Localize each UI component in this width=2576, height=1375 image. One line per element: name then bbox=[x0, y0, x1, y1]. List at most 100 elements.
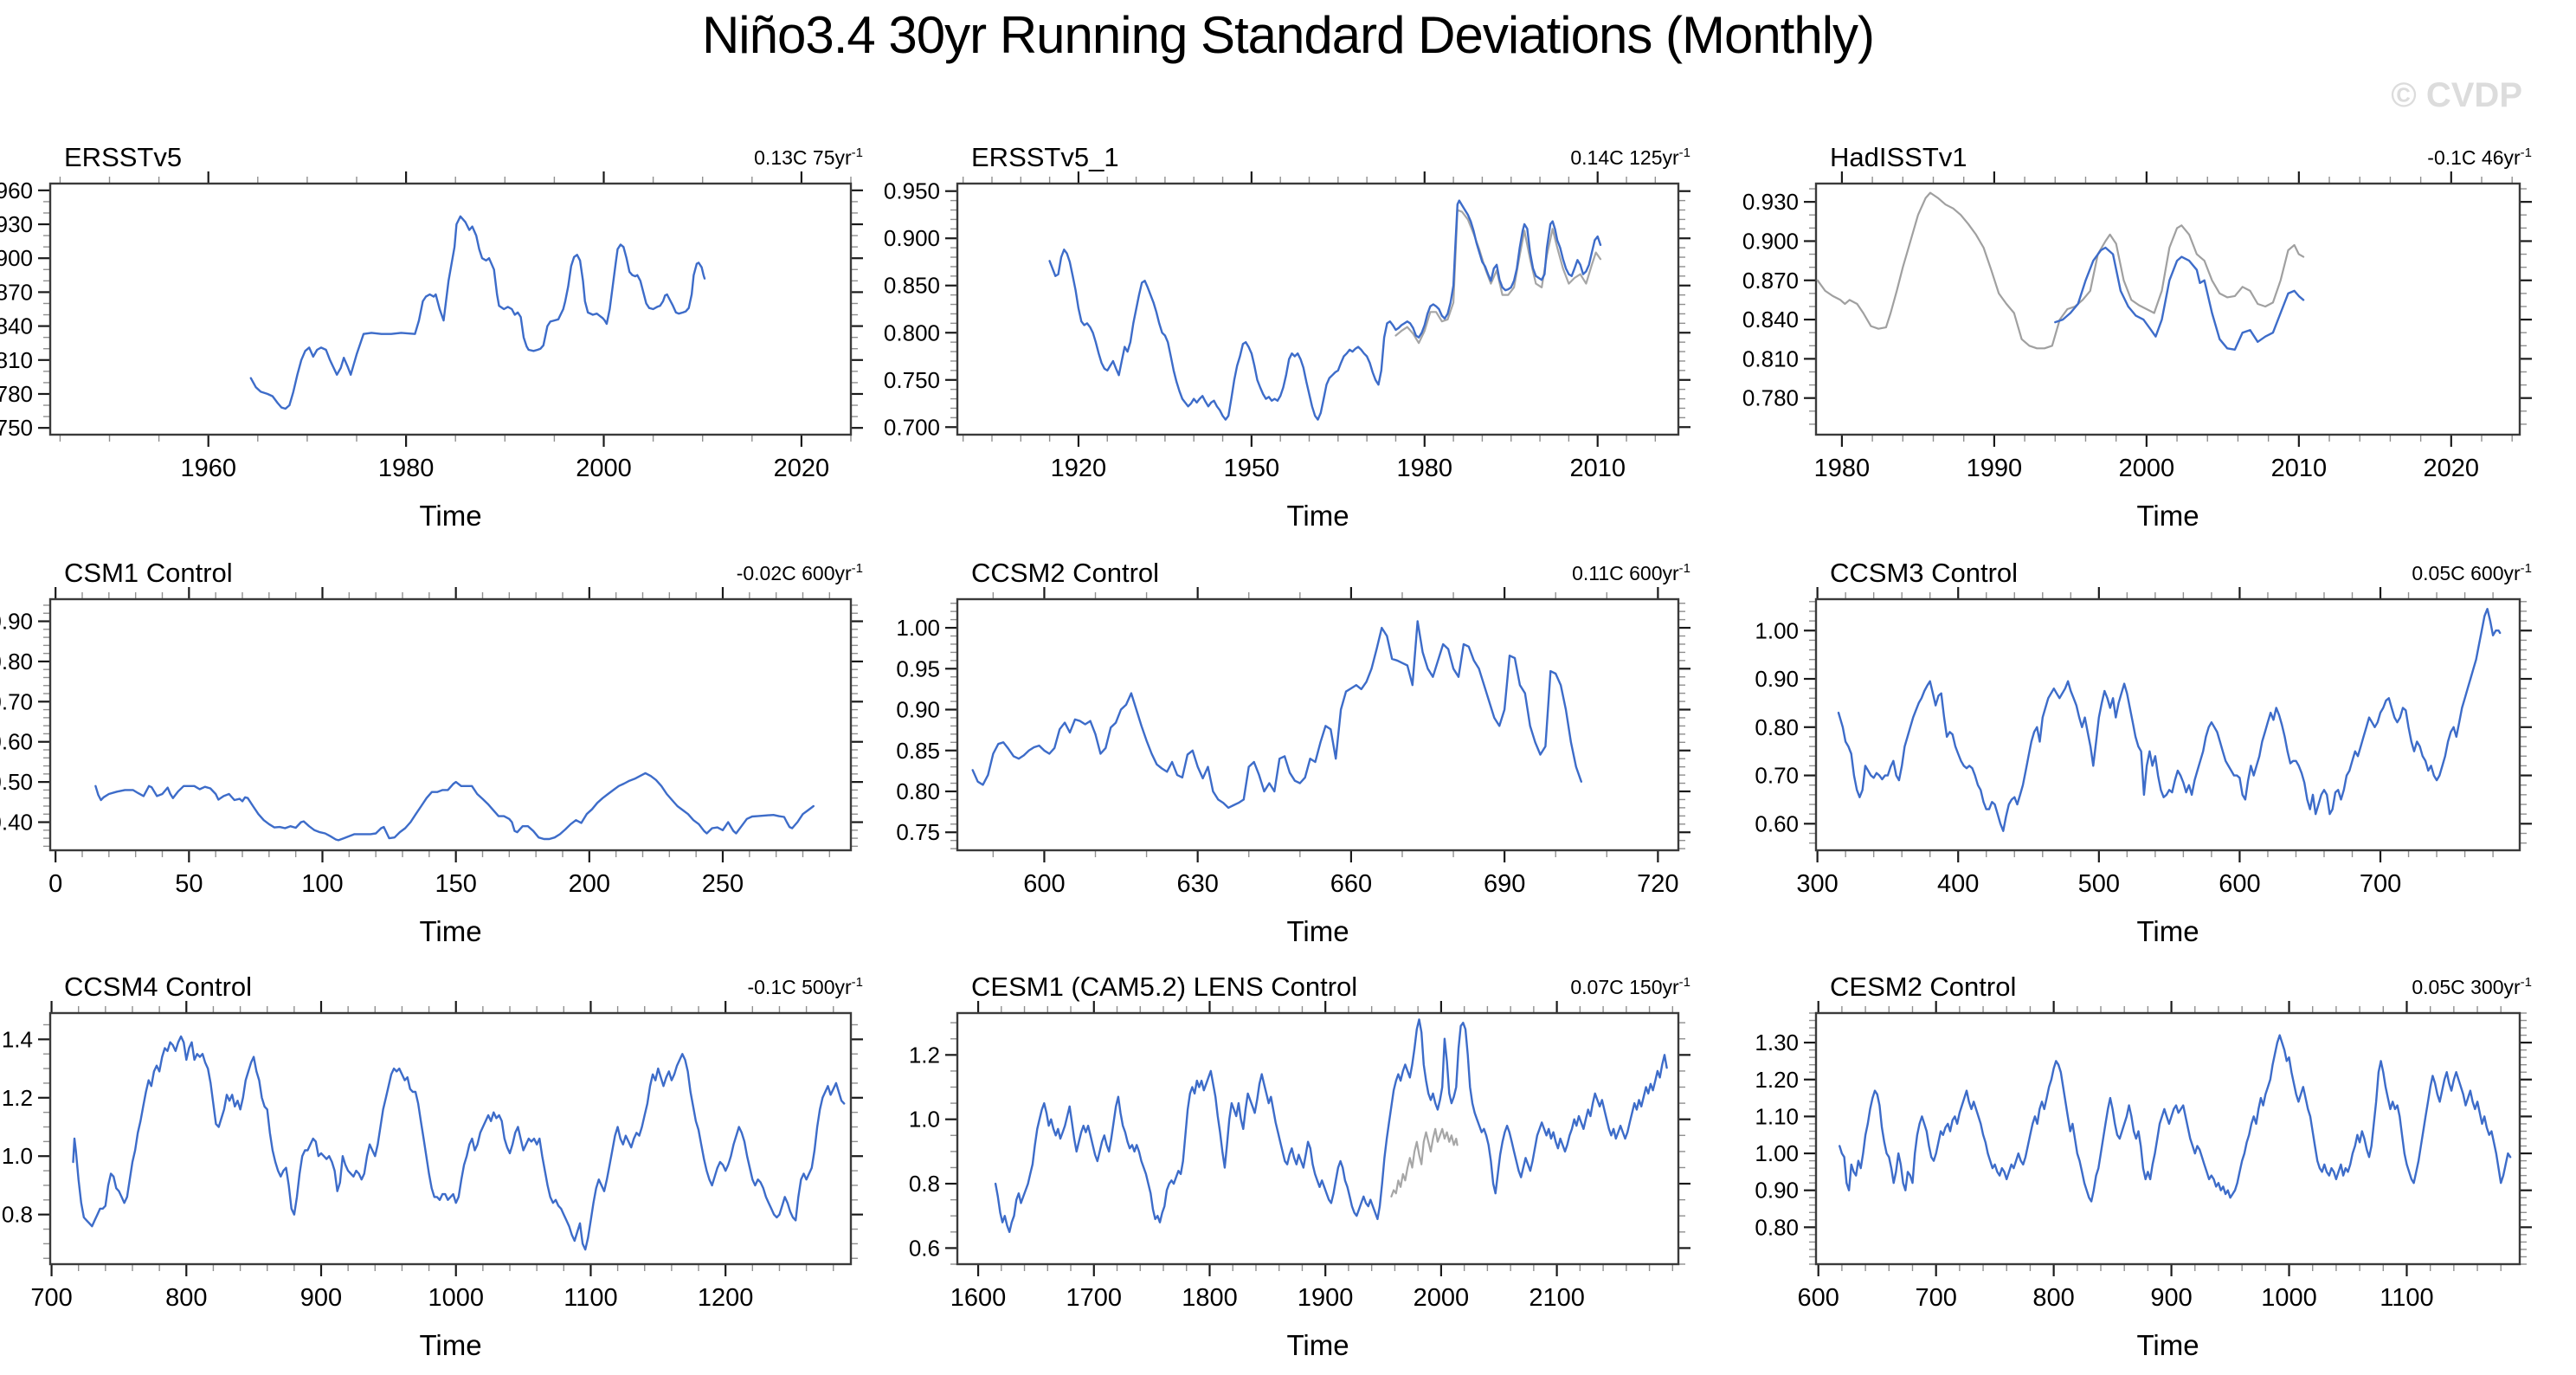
y-tick-label: 0.95 bbox=[896, 655, 940, 681]
y-tick-label: 0.900 bbox=[0, 245, 33, 271]
y-tick-label: 1.2 bbox=[909, 1042, 940, 1068]
x-tick-label: 600 bbox=[1023, 870, 1065, 898]
x-tick-label: 900 bbox=[2150, 1284, 2192, 1312]
y-tick-label: 0.80 bbox=[1755, 714, 1799, 740]
y-tick-label: 0.750 bbox=[0, 415, 33, 441]
y-tick-label: 0.850 bbox=[884, 273, 940, 299]
y-tick-label: 0.75 bbox=[896, 819, 940, 845]
y-tick-label: 0.800 bbox=[884, 320, 940, 345]
y-tick-label: 0.810 bbox=[1742, 345, 1799, 371]
x-tick-label: 100 bbox=[301, 870, 343, 898]
x-tick-label: 50 bbox=[175, 870, 203, 898]
x-axis-label: Time bbox=[1286, 915, 1349, 944]
chart-panel-ersstv5-1: ERSSTv5_1 0.14C 125yr-1 1920 1950 1980 2010 0.… bbox=[866, 121, 1724, 532]
series-line-primary bbox=[72, 1035, 846, 1251]
chart-svg: CCSM3 Control 0.05C 600yr-1 300 400 500 600 70… bbox=[1755, 558, 2532, 947]
chart-panel-cesm2-control: CESM2 Control 0.05C 300yr-1 600 700 800 900 10… bbox=[1724, 951, 2576, 1361]
x-tick-label: 1600 bbox=[950, 1284, 1007, 1312]
series-line-primary bbox=[94, 771, 815, 842]
x-tick-label: 2000 bbox=[1414, 1284, 1470, 1312]
y-tick-label: 0.40 bbox=[0, 810, 33, 836]
x-tick-label: 660 bbox=[1330, 870, 1372, 898]
chart-title: CCSM4 Control bbox=[64, 972, 252, 1002]
x-tick-label: 1000 bbox=[428, 1284, 484, 1312]
y-tick-label: 0.900 bbox=[1742, 228, 1799, 254]
y-tick-label: 1.0 bbox=[909, 1107, 940, 1133]
series-line-primary bbox=[1048, 199, 1602, 421]
x-axis-label: Time bbox=[1286, 500, 1349, 528]
chart-svg: CCSM4 Control -0.1C 500yr-1 700 800 900 1000 1… bbox=[2, 972, 863, 1361]
plot-frame bbox=[956, 182, 1680, 436]
y-tick-label: 0.6 bbox=[909, 1235, 940, 1261]
x-tick-label: 700 bbox=[1915, 1284, 1956, 1312]
chart-title: ERSSTv5 bbox=[64, 142, 182, 172]
y-tick-label: 0.90 bbox=[0, 609, 33, 635]
y-tick-label: 0.70 bbox=[1755, 763, 1799, 789]
y-tick-label: 0.90 bbox=[1755, 1178, 1799, 1204]
trend-annotation: 0.13C 75yr-1 bbox=[754, 145, 863, 169]
y-tick-label: 0.810 bbox=[0, 347, 33, 373]
y-tick-label: 0.85 bbox=[896, 738, 940, 764]
x-tick-label: 1960 bbox=[180, 455, 236, 482]
x-axis-label: Time bbox=[419, 915, 481, 944]
x-tick-label: 1200 bbox=[698, 1284, 754, 1312]
x-tick-label: 2020 bbox=[774, 455, 830, 482]
y-tick-label: 0.930 bbox=[1742, 189, 1799, 215]
x-tick-label: 1950 bbox=[1224, 455, 1280, 482]
y-tick-label: 0.840 bbox=[1742, 307, 1799, 332]
chart-svg: CESM2 Control 0.05C 300yr-1 600 700 800 900 10… bbox=[1755, 972, 2532, 1361]
x-axis-label: Time bbox=[2136, 500, 2199, 528]
y-tick-label: 0.780 bbox=[0, 381, 33, 407]
x-tick-label: 800 bbox=[165, 1284, 207, 1312]
x-tick-label: 300 bbox=[1796, 870, 1838, 898]
y-tick-label: 0.950 bbox=[884, 178, 940, 204]
x-tick-label: 1980 bbox=[1397, 455, 1453, 482]
y-tick-label: 0.840 bbox=[0, 313, 33, 339]
trend-annotation: 0.11C 600yr-1 bbox=[1572, 561, 1690, 584]
y-tick-label: 0.700 bbox=[884, 414, 940, 440]
y-tick-label: 0.70 bbox=[0, 688, 33, 714]
x-tick-label: 2100 bbox=[1529, 1284, 1585, 1312]
plot-frame bbox=[1814, 1011, 2521, 1266]
x-axis-label: Time bbox=[2136, 915, 2199, 944]
chart-panel-cesm1-cam5-2-lens-control: CESM1 (CAM5.2) LENS Control 0.07C 150yr-1… bbox=[866, 951, 1724, 1361]
trend-annotation: -0.02C 600yr-1 bbox=[737, 561, 863, 584]
chart-title: HadISSTv1 bbox=[1830, 142, 1967, 172]
y-tick-label: 0.8 bbox=[909, 1171, 940, 1197]
axis-ticks bbox=[945, 1001, 1690, 1276]
y-tick-label: 0.90 bbox=[896, 697, 940, 723]
x-tick-label: 700 bbox=[30, 1284, 72, 1312]
x-tick-label: 700 bbox=[2360, 870, 2401, 898]
y-tick-label: 1.00 bbox=[896, 615, 940, 641]
x-axis-label: Time bbox=[419, 1329, 481, 1358]
axis-ticks bbox=[38, 1001, 863, 1276]
chart-svg: ERSSTv5_1 0.14C 125yr-1 1920 1950 1980 2010 0.… bbox=[884, 142, 1690, 532]
x-axis-label: Time bbox=[419, 500, 481, 528]
y-tick-label: 0.80 bbox=[0, 649, 33, 675]
x-tick-label: 150 bbox=[435, 870, 476, 898]
y-tick-label: 1.00 bbox=[1755, 617, 1799, 643]
chart-panel-ccsm4-control: CCSM4 Control -0.1C 500yr-1 700 800 900 1000 1… bbox=[0, 951, 866, 1361]
y-tick-label: 0.960 bbox=[0, 178, 33, 203]
x-tick-label: 2010 bbox=[1569, 455, 1626, 482]
y-tick-label: 0.80 bbox=[1755, 1214, 1799, 1240]
y-tick-label: 0.90 bbox=[1755, 666, 1799, 692]
y-tick-label: 0.930 bbox=[0, 211, 33, 237]
axis-ticks bbox=[1804, 1001, 2532, 1276]
x-tick-label: 2010 bbox=[2271, 455, 2328, 482]
y-tick-label: 0.870 bbox=[0, 279, 33, 305]
x-tick-label: 1700 bbox=[1066, 1284, 1123, 1312]
chart-title: CSM1 Control bbox=[64, 558, 233, 588]
axis-ticks bbox=[38, 171, 863, 447]
plot-frame bbox=[1814, 597, 2521, 852]
chart-svg: CSM1 Control -0.02C 600yr-1 0 50 100 150 200 25… bbox=[0, 558, 863, 947]
x-tick-label: 1900 bbox=[1298, 1284, 1354, 1312]
x-tick-label: 630 bbox=[1176, 870, 1218, 898]
y-tick-label: 1.20 bbox=[1755, 1067, 1799, 1093]
series-line-secondary-gray bbox=[1390, 1127, 1459, 1197]
plot-frame bbox=[1814, 182, 2521, 436]
trend-annotation: 0.05C 600yr-1 bbox=[2412, 561, 2532, 584]
axis-ticks bbox=[945, 171, 1690, 447]
y-tick-label: 0.8 bbox=[2, 1202, 33, 1228]
